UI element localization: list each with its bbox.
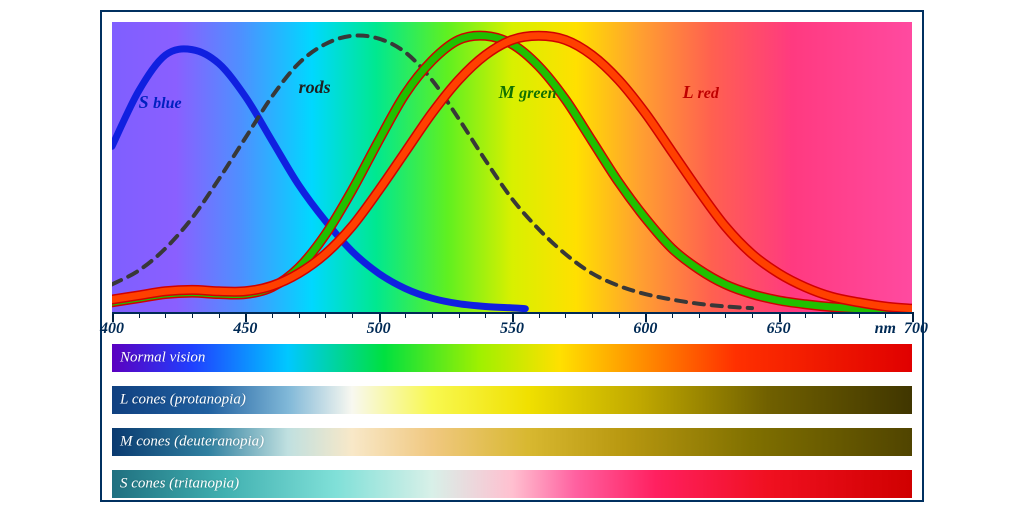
curve-label-M: M green bbox=[499, 82, 557, 103]
tick-label: 500 bbox=[367, 320, 391, 338]
tick-label: nm 700 bbox=[875, 320, 928, 338]
vision-bar-label: M cones (deuteranopia) bbox=[120, 434, 264, 451]
tick-label: 400 bbox=[100, 320, 124, 338]
wavelength-axis: 400450500550600650nm 700 bbox=[112, 312, 912, 342]
vision-bar-label: S cones (tritanopia) bbox=[120, 476, 239, 493]
sensitivity-chart: S blue rods M green L red bbox=[112, 22, 912, 312]
vision-bars: Normal vision L cones (protanopia) M cones… bbox=[112, 344, 912, 512]
curve-label-L: L red bbox=[683, 82, 719, 103]
curve-rods bbox=[112, 35, 752, 308]
vision-bar-label: L cones (protanopia) bbox=[120, 392, 246, 409]
curve-label-S: S blue bbox=[139, 92, 182, 113]
tick-label: 450 bbox=[233, 320, 257, 338]
tick-label: 650 bbox=[767, 320, 791, 338]
figure-frame: S blue rods M green L red 400 450 500 550 600 65… bbox=[100, 10, 924, 502]
vision-bar-protanopia: L cones (protanopia) bbox=[112, 386, 912, 414]
sensitivity-curves bbox=[112, 22, 912, 312]
curve-label-rods: rods bbox=[299, 77, 331, 98]
vision-bar-deuteranopia: M cones (deuteranopia) bbox=[112, 428, 912, 456]
tick-label: 550 bbox=[500, 320, 524, 338]
vision-bar-normal: Normal vision bbox=[112, 344, 912, 372]
tick-label: 600 bbox=[633, 320, 657, 338]
vision-bar-label: Normal vision bbox=[120, 350, 205, 367]
axis-line bbox=[112, 312, 912, 314]
vision-bar-tritanopia: S cones (tritanopia) bbox=[112, 470, 912, 498]
